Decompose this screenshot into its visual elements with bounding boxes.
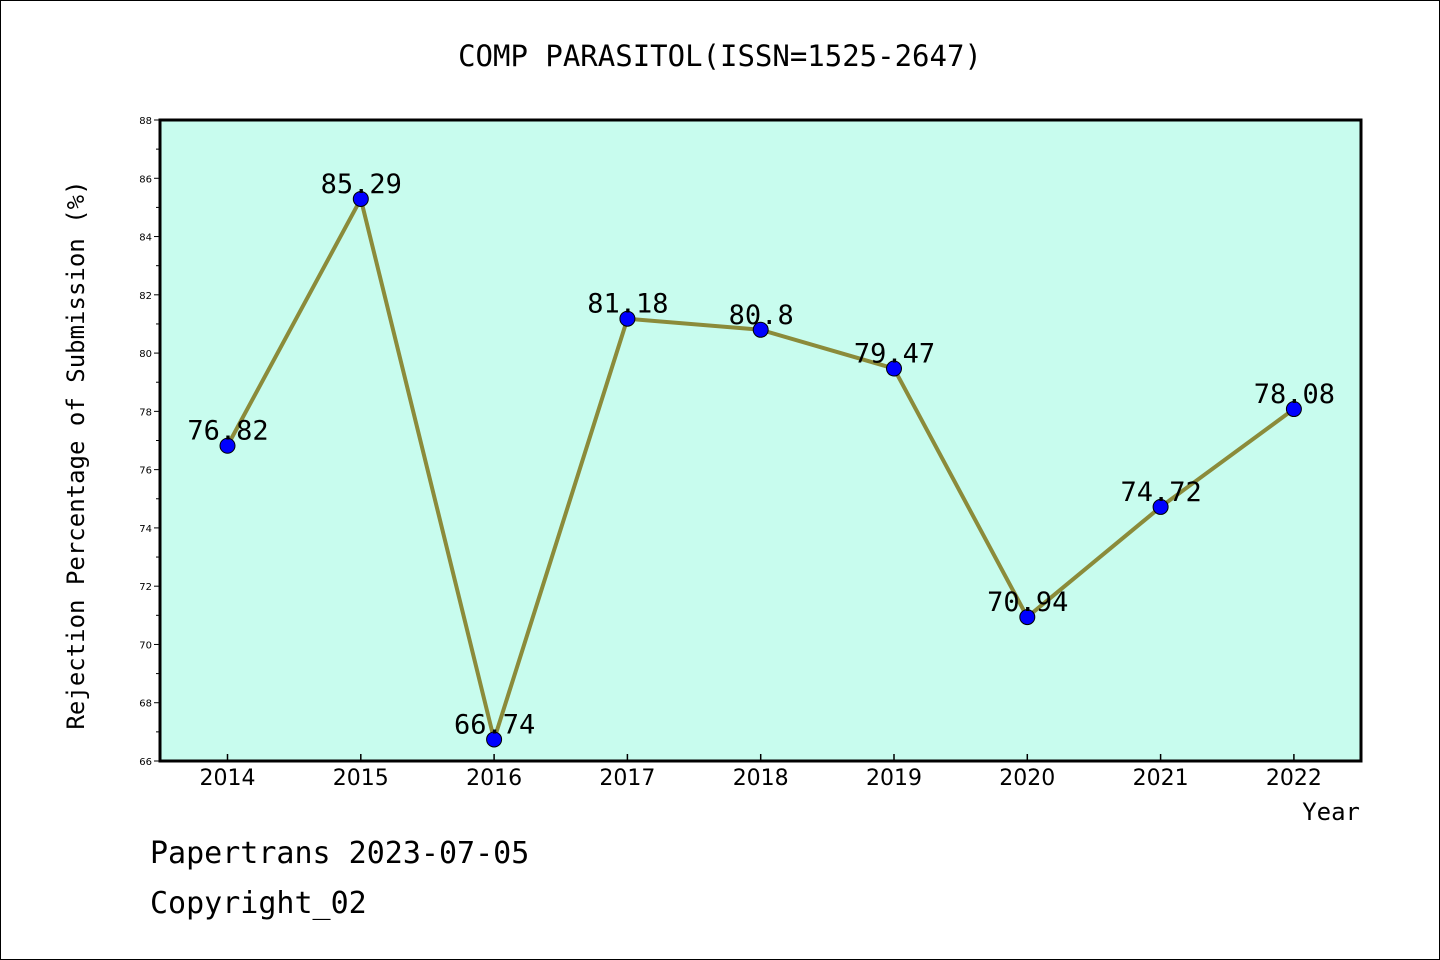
- data-label: 79.47: [854, 339, 935, 370]
- x-axis: 2014 2015 2016 2017 2018 2019 2020 2021 2022: [200, 754, 1322, 791]
- x-axis-label: Year: [1302, 798, 1360, 826]
- y-axis-label: Rejection Percentage of Submission (%): [62, 180, 90, 729]
- y-tick-label: 68: [139, 699, 152, 710]
- data-label: 80.8: [729, 300, 794, 331]
- y-tick-label: 72: [139, 582, 152, 593]
- data-markers: [219, 190, 1302, 748]
- data-point: [486, 731, 503, 748]
- data-point: [752, 321, 769, 338]
- data-label: 78.08: [1254, 379, 1335, 410]
- data-point: [619, 310, 636, 327]
- footer-copyright: Copyright_02: [150, 886, 367, 921]
- plot-area: [158, 118, 1363, 763]
- data-point: [1285, 401, 1302, 418]
- y-tick-label: 74: [139, 524, 152, 535]
- data-point: [352, 190, 369, 207]
- chart-title: COMP PARASITOL(ISSN=1525-2647): [458, 39, 982, 73]
- footer-date: Papertrans 2023-07-05: [150, 836, 530, 871]
- x-tick-label: 2020: [999, 766, 1055, 791]
- data-point: [1152, 498, 1169, 515]
- data-label: 81.18: [587, 289, 668, 320]
- data-label: 70.94: [987, 587, 1068, 618]
- data-label: 66.74: [454, 709, 535, 740]
- y-tick-label: 80: [139, 349, 152, 360]
- x-tick-label: 2015: [333, 766, 389, 791]
- x-tick-label: 2022: [1266, 766, 1322, 791]
- data-labels: 76.82 85.29 66.74 81.18 80.8 79.47 70.94 74.72 7…: [187, 169, 1335, 740]
- x-tick-label: 2016: [466, 766, 522, 791]
- data-point: [886, 360, 902, 377]
- data-label: 74.72: [1120, 477, 1201, 508]
- y-tick-label: 76: [139, 466, 152, 477]
- x-tick-label: 2018: [733, 766, 789, 791]
- x-tick-label: 2019: [866, 766, 922, 791]
- y-tick-label: 82: [139, 291, 152, 302]
- data-label: 76.82: [187, 416, 268, 447]
- y-tick-label: 70: [139, 640, 152, 651]
- y-tick-label: 88: [139, 116, 152, 127]
- y-axis: 66 68 70 72 74 76 78 80 82 84 86 88: [139, 116, 160, 768]
- x-tick-label: 2014: [200, 766, 256, 791]
- y-tick-label: 78: [139, 407, 152, 418]
- x-tick-label: 2017: [599, 766, 655, 791]
- y-tick-label: 84: [139, 233, 152, 244]
- data-label: 85.29: [321, 169, 402, 200]
- data-point: [219, 437, 236, 454]
- x-tick-label: 2021: [1133, 766, 1189, 791]
- y-tick-label: 86: [139, 174, 152, 185]
- data-point: [1019, 609, 1036, 626]
- y-tick-label: 66: [139, 757, 152, 768]
